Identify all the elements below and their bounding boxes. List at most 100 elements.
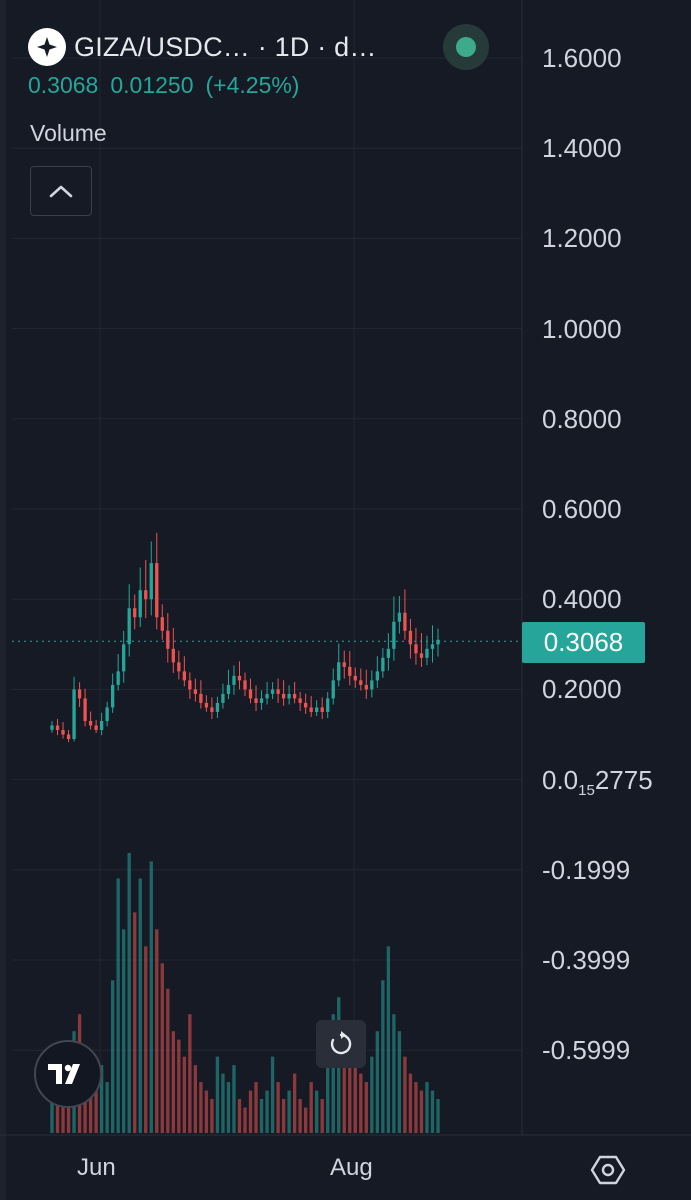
volume-bar (287, 1090, 291, 1133)
volume-bar (88, 1090, 93, 1133)
price-axis-label: 1.2000 (542, 223, 622, 254)
volume-bar (177, 1039, 181, 1133)
volume-bar (392, 1014, 396, 1133)
candle-body (359, 680, 363, 685)
volume-bar (99, 1065, 104, 1133)
settings-icon (590, 1155, 626, 1185)
candle-body (414, 644, 418, 654)
volume-bar (188, 1014, 192, 1133)
candle-body (259, 698, 264, 703)
candle-body (133, 608, 137, 618)
candle-body (331, 680, 335, 699)
volume-bar (226, 1082, 231, 1133)
candle-body (237, 675, 242, 681)
candle-body (298, 698, 302, 703)
volume-indicator-label[interactable]: Volume (30, 120, 107, 146)
volume-bar (304, 1107, 308, 1133)
collapse-indicators-button[interactable] (30, 166, 92, 216)
volume-bar (408, 1073, 413, 1133)
candle-body (171, 648, 175, 663)
candle-body (55, 725, 60, 730)
price-axis-label: 1.4000 (542, 133, 622, 164)
price-axis-label: 0.4000 (542, 584, 622, 615)
reset-icon (330, 1031, 352, 1055)
volume-bar (381, 980, 385, 1133)
volume-bar (243, 1107, 247, 1133)
volume-bar (237, 1099, 242, 1133)
volume-bar (370, 1056, 374, 1133)
price-axis-label: 1.0000 (542, 313, 622, 344)
price-axis-label: -0.5999 (542, 1035, 631, 1066)
volume-bar (215, 1056, 220, 1133)
volume-bar (127, 853, 131, 1133)
time-label-aug: Aug (330, 1154, 373, 1181)
price-axis-label: -0.3999 (542, 945, 631, 975)
candle-body (419, 653, 424, 658)
tradingview-logo-icon[interactable] (34, 1040, 102, 1108)
reset-chart-button[interactable] (316, 1020, 366, 1068)
volume-bar (353, 1065, 357, 1133)
candle-body (342, 662, 346, 667)
volume-bar (375, 1031, 379, 1133)
volume-bar (155, 929, 159, 1133)
candle-body (309, 707, 313, 712)
candle-body (204, 702, 209, 708)
volume-bar (199, 1082, 203, 1133)
volume-bar (425, 1082, 429, 1133)
chevron-up-icon (49, 185, 73, 198)
volume-bar (116, 878, 120, 1133)
candle-body (155, 563, 159, 618)
volume-bar (281, 1099, 286, 1133)
candle-body (88, 720, 93, 726)
diamond-logo-icon (28, 28, 66, 66)
candle-body (254, 698, 258, 703)
candle-body (210, 707, 214, 712)
volume-bar (298, 1099, 302, 1133)
volume-bar (149, 861, 153, 1133)
candle-body (281, 693, 286, 699)
volume-bar (364, 1082, 368, 1133)
candle-body (111, 684, 115, 708)
chart-header: GIZA/USDC… · 1D · d… 0.3068 0.01250 (+4.25… (28, 28, 377, 99)
candle-body (392, 621, 396, 649)
candle-body (370, 680, 374, 690)
candle-body (292, 693, 297, 699)
settings-button[interactable] (590, 1152, 626, 1188)
price-axis-label: 0.6000 (542, 494, 622, 524)
candle-body (127, 608, 131, 645)
candle-body (77, 689, 82, 699)
volume-bar (397, 1031, 402, 1133)
candle-body (221, 693, 225, 703)
volume-bar (419, 1090, 424, 1133)
candle-body (337, 662, 341, 681)
volume-bars (50, 853, 440, 1133)
candle-body (166, 630, 170, 649)
candle-body (403, 612, 407, 631)
candle-body (320, 707, 324, 712)
candle-body (276, 689, 280, 694)
last-price: 0.3068 (28, 72, 99, 98)
symbol-title[interactable]: GIZA/USDC… · 1D · d… (74, 31, 377, 62)
volume-bar (309, 1082, 313, 1133)
candle-body (304, 702, 308, 708)
candle-body (94, 725, 98, 730)
candle-body (105, 707, 109, 721)
volume-bar (160, 963, 164, 1133)
volume-bar (436, 1099, 440, 1133)
candle-body (83, 698, 87, 721)
price-axis-label: 0.8000 (542, 403, 622, 434)
volume-bar (292, 1073, 297, 1133)
volume-bar (270, 1056, 275, 1133)
volume-bar (133, 912, 137, 1133)
volume-bar (221, 1073, 225, 1133)
price-axis-label: 1.6000 (542, 43, 622, 73)
candle-body (326, 698, 330, 712)
volume-bar (259, 1099, 264, 1133)
candle-body (226, 684, 231, 694)
price-change: 0.01250 (110, 72, 194, 98)
candle-body (61, 729, 65, 735)
candle-body (144, 590, 148, 600)
status-dot-icon (456, 37, 476, 57)
volume-bar (359, 1073, 363, 1133)
